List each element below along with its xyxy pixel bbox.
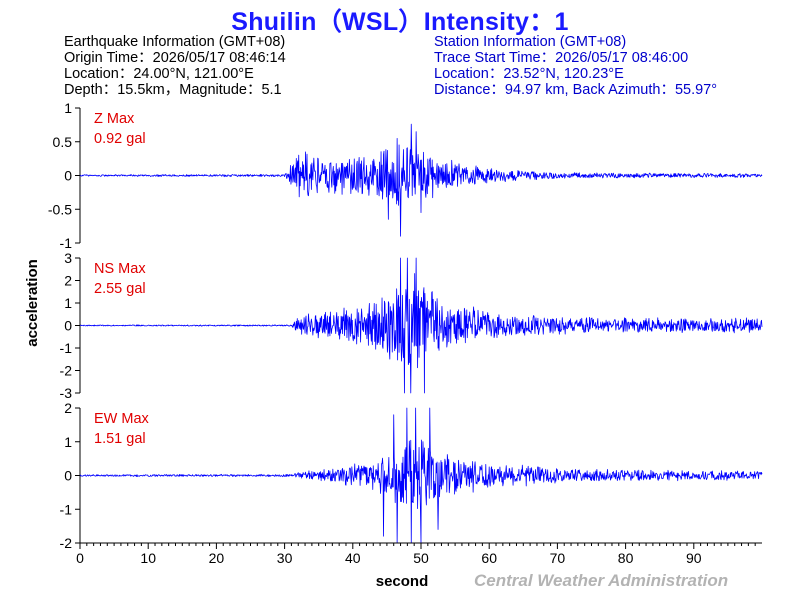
- y-tick-label-ns: 1: [64, 295, 72, 311]
- x-tick-label: 0: [76, 550, 84, 566]
- earthquake-info: Earthquake Information (GMT+08) Origin T…: [64, 34, 286, 98]
- x-tick-label: 70: [550, 550, 566, 566]
- y-tick-label-z: -1: [60, 235, 73, 251]
- x-tick-label: 50: [413, 550, 429, 566]
- y-tick-label-ew: 1: [64, 434, 72, 450]
- x-tick-label: 60: [481, 550, 497, 566]
- x-tick-label: 10: [140, 550, 156, 566]
- station-info-heading: Station Information (GMT+08): [434, 34, 627, 50]
- x-axis-label: second: [376, 573, 429, 590]
- x-tick-label: 20: [209, 550, 225, 566]
- y-tick-label-z: -0.5: [48, 201, 72, 217]
- earthquake-info-heading: Earthquake Information (GMT+08): [64, 34, 286, 50]
- max-label-z: Z Max: [94, 111, 135, 127]
- y-tick-label-ns: -2: [60, 363, 73, 379]
- waveform-ns: [79, 257, 763, 394]
- x-tick-label: 90: [686, 550, 702, 566]
- station-location: Location：23.52°N, 120.23°E: [434, 66, 624, 82]
- y-tick-label-ns: 3: [64, 250, 72, 266]
- credit-text: Central Weather Administration: [474, 571, 729, 590]
- x-tick-label: 30: [277, 550, 293, 566]
- y-tick-label-ns: -1: [60, 340, 73, 356]
- station-info: Station Information (GMT+08) Trace Start…: [434, 34, 717, 98]
- y-tick-label-ns: -3: [60, 385, 73, 401]
- max-label-ns: NS Max: [94, 261, 146, 277]
- max-value-ew: 1.51 gal: [94, 431, 146, 447]
- chart-title: Shuilin（WSL）Intensity：1: [231, 8, 569, 36]
- origin-time: Origin Time：2026/05/17 08:46:14: [64, 50, 286, 66]
- max-value-z: 0.92 gal: [94, 131, 146, 147]
- y-axis-label: acceleration: [24, 259, 41, 347]
- waveform-z: [79, 123, 763, 237]
- y-tick-label-z: 0.5: [53, 134, 73, 150]
- max-value-ns: 2.55 gal: [94, 281, 146, 297]
- y-tick-label-z: 0: [64, 168, 72, 184]
- depth-magnitude: Depth：15.5km，Magnitude：5.1: [64, 82, 282, 98]
- epicenter-location: Location：24.00°N, 121.00°E: [64, 66, 254, 82]
- trace-start-time: Trace Start Time：2026/05/17 08:46:00: [434, 50, 689, 66]
- waveform-ew: [79, 407, 763, 544]
- y-tick-label-ns: 0: [64, 318, 72, 334]
- y-tick-label-ew: -2: [60, 535, 73, 551]
- x-tick-label: 40: [345, 550, 361, 566]
- y-tick-label-z: 1: [64, 100, 72, 116]
- y-tick-label-ns: 2: [64, 273, 72, 289]
- y-tick-label-ew: 2: [64, 400, 72, 416]
- x-tick-label: 80: [618, 550, 634, 566]
- y-tick-label-ew: 0: [64, 468, 72, 484]
- y-tick-label-ew: -1: [60, 501, 73, 517]
- distance-azimuth: Distance：94.97 km, Back Azimuth：55.97°: [434, 82, 718, 98]
- max-label-ew: EW Max: [94, 411, 150, 427]
